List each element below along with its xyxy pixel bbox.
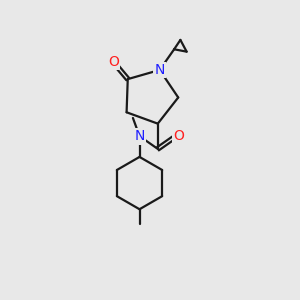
Text: O: O: [108, 55, 119, 69]
Text: O: O: [174, 129, 184, 143]
Text: N: N: [154, 63, 165, 77]
Text: N: N: [134, 129, 145, 143]
